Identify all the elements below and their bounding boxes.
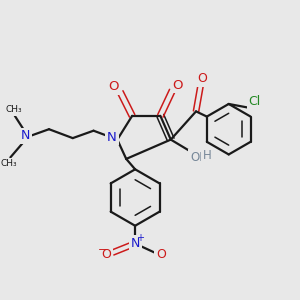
Text: −: − [98, 245, 107, 255]
Text: CH₃: CH₃ [5, 105, 22, 114]
Text: N: N [21, 129, 31, 142]
Text: H: H [203, 149, 212, 162]
Text: Cl: Cl [249, 95, 261, 108]
Text: N: N [107, 131, 117, 144]
Text: O: O [101, 248, 111, 261]
Text: O: O [109, 80, 119, 93]
Text: N: N [131, 237, 140, 250]
Text: O: O [172, 79, 183, 92]
Text: O: O [156, 248, 166, 261]
Text: OH: OH [190, 151, 208, 164]
Text: O: O [197, 72, 207, 85]
Text: CH₃: CH₃ [1, 160, 17, 169]
Text: +: + [136, 233, 145, 243]
